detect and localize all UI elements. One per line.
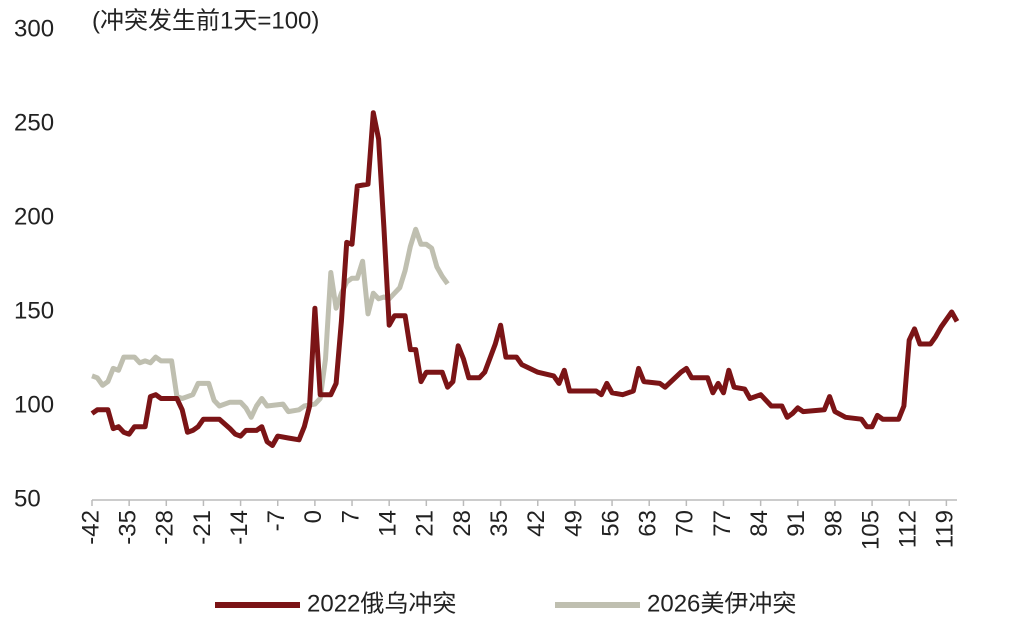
x-tick-label: 105 bbox=[857, 510, 884, 550]
x-tick-label: 63 bbox=[635, 510, 662, 537]
x-tick-label: 77 bbox=[709, 510, 736, 537]
y-tick-label: 150 bbox=[14, 297, 54, 324]
x-tick-label: 28 bbox=[449, 510, 476, 537]
x-tick-label: 7 bbox=[337, 510, 364, 523]
x-tick-label: 14 bbox=[375, 510, 402, 537]
x-tick-label: 98 bbox=[820, 510, 847, 537]
y-tick-label: 200 bbox=[14, 203, 54, 230]
x-tick-label: 70 bbox=[672, 510, 699, 537]
x-tick-label: 56 bbox=[597, 510, 624, 537]
x-tick-label: 35 bbox=[486, 510, 513, 537]
x-tick-label: -28 bbox=[152, 510, 179, 545]
line-series bbox=[91, 226, 450, 420]
x-tick-label: -35 bbox=[114, 510, 141, 545]
x-tick-label: 84 bbox=[746, 510, 773, 537]
x-tick-label: -14 bbox=[226, 510, 253, 545]
legend-label: 2026美伊冲突 bbox=[647, 590, 796, 617]
annotation: (冲突发生前1天=100) bbox=[92, 7, 319, 34]
x-tick-label: -42 bbox=[77, 510, 104, 545]
legend-label: 2022俄乌冲突 bbox=[307, 590, 456, 617]
x-tick-label: 119 bbox=[932, 510, 959, 548]
x-tick-label: 49 bbox=[560, 510, 587, 537]
x-tick-label: 21 bbox=[412, 510, 439, 537]
y-tick-label: 50 bbox=[14, 485, 41, 512]
x-tick-label: 112 bbox=[895, 510, 922, 548]
x-tick-label: 42 bbox=[523, 510, 550, 537]
x-tick-label: -21 bbox=[189, 510, 216, 545]
x-tick-label: -7 bbox=[263, 510, 290, 531]
x-tick-label: 91 bbox=[783, 510, 810, 537]
x-tick-label: 0 bbox=[300, 510, 327, 523]
y-tick-label: 100 bbox=[14, 391, 54, 418]
y-tick-label: 300 bbox=[14, 15, 54, 42]
y-tick-label: 250 bbox=[14, 109, 54, 136]
line-series bbox=[90, 110, 960, 448]
